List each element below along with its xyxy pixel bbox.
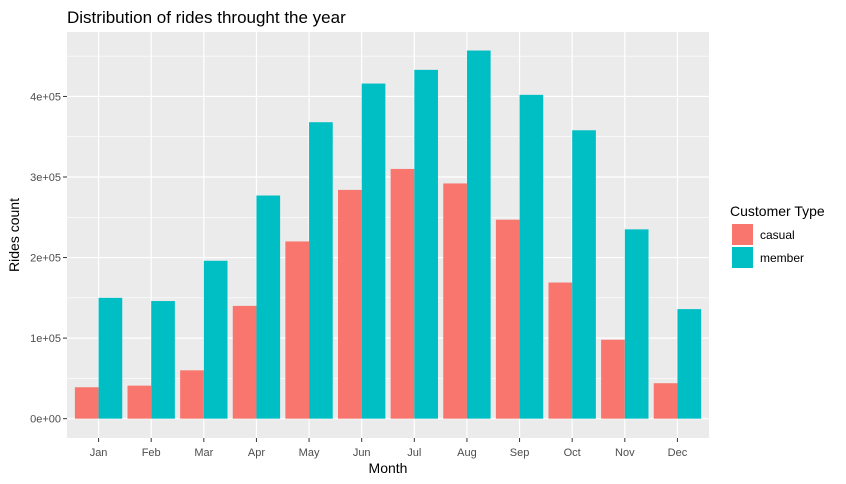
bar-casual-aug <box>443 183 467 419</box>
bar-casual-oct <box>548 282 573 419</box>
y-tick-label: 0e+00 <box>30 414 61 426</box>
x-tick-label: Feb <box>142 447 161 459</box>
x-tick-label: Jan <box>90 447 108 459</box>
bar-casual-nov <box>601 339 625 419</box>
bar-member-jan <box>98 297 123 419</box>
x-tick-label: Jul <box>407 447 421 459</box>
legend-items: casual member <box>732 224 804 268</box>
x-tick-label: Mar <box>194 447 213 459</box>
bar-member-jun <box>361 83 386 419</box>
y-tick-label: 4e+05 <box>30 91 61 103</box>
x-tick-label: Sep <box>510 447 530 459</box>
bar-member-nov <box>624 229 649 419</box>
bars <box>74 50 702 419</box>
y-axis: 0e+00 1e+05 2e+05 3e+05 4e+05 <box>30 91 67 426</box>
bar-member-dec <box>677 309 702 419</box>
x-tick-label: Aug <box>457 447 477 459</box>
bar-member-jul <box>414 69 438 419</box>
bar-casual-apr <box>232 305 257 419</box>
chart-title: Distribution of rides throught the year <box>67 8 346 27</box>
y-tick-label: 2e+05 <box>30 253 61 265</box>
x-axis: Jan Feb Mar Apr May Jun Jul Aug Sep Oct Nov Dec <box>90 438 688 459</box>
bar-casual-jun <box>338 189 362 419</box>
legend: Customer Type casual member <box>730 203 825 268</box>
bar-casual-may <box>285 241 310 419</box>
x-tick-label: Oct <box>564 447 581 459</box>
bar-member-mar <box>203 260 228 419</box>
bar-member-may <box>309 122 333 419</box>
legend-key-casual <box>732 224 753 245</box>
legend-label-member: member <box>760 251 804 265</box>
bar-member-oct <box>572 130 596 419</box>
legend-title: Customer Type <box>730 203 825 219</box>
legend-key-member <box>732 247 753 268</box>
bar-casual-jul <box>390 168 415 419</box>
bar-casual-feb <box>127 385 152 419</box>
y-axis-title: Rides count <box>6 198 22 272</box>
bar-casual-jan <box>74 387 99 419</box>
bar-member-aug <box>466 50 491 419</box>
x-tick-label: Dec <box>668 447 688 459</box>
bar-member-feb <box>151 301 175 419</box>
bar-casual-dec <box>653 383 678 419</box>
y-tick-label: 3e+05 <box>30 172 61 184</box>
x-axis-title: Month <box>369 460 408 476</box>
x-tick-label: May <box>299 447 320 459</box>
y-tick-label: 1e+05 <box>30 333 61 345</box>
bar-casual-mar <box>180 370 204 419</box>
bar-casual-sep <box>495 219 520 419</box>
x-tick-label: Jun <box>353 447 371 459</box>
x-tick-label: Nov <box>615 447 635 459</box>
x-tick-label: Apr <box>248 447 265 459</box>
bar-member-apr <box>256 195 281 419</box>
legend-label-casual: casual <box>760 228 795 242</box>
bar-member-sep <box>519 94 544 419</box>
